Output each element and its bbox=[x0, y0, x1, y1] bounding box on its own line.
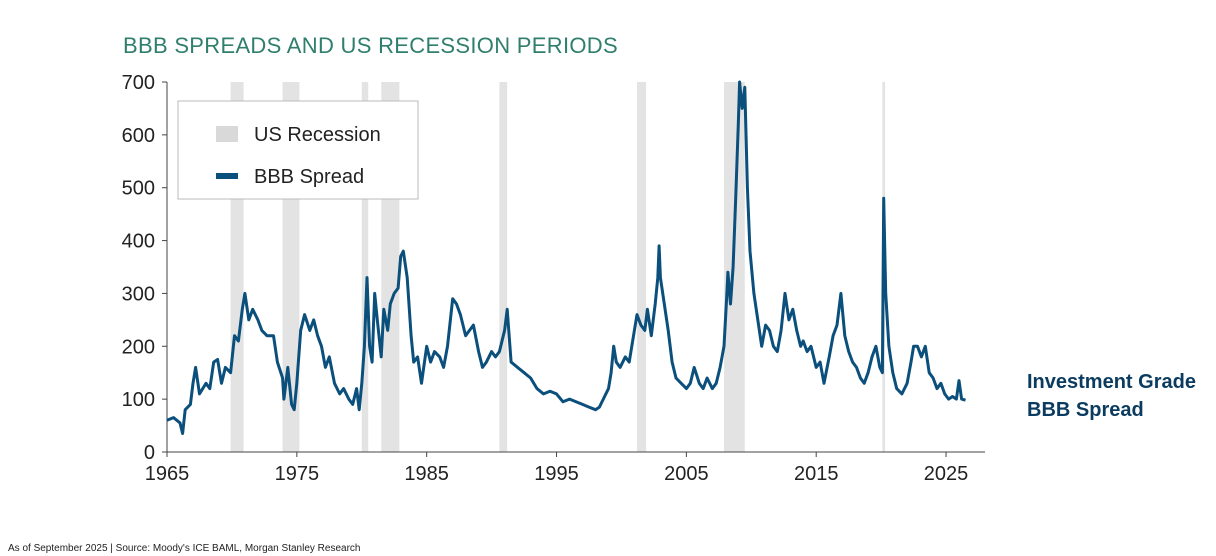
series-line-bbb-spread bbox=[166, 80, 966, 435]
source-note: As of September 2025 | Source: Moody's I… bbox=[8, 543, 361, 554]
x-tick-label-2025: 2025 bbox=[924, 463, 969, 485]
y-tick-label-500: 500 bbox=[122, 178, 155, 200]
legend-swatch-bbb-spread bbox=[216, 173, 238, 179]
series-layer bbox=[166, 80, 966, 435]
series-annotation-line-1: Investment Grade bbox=[1027, 371, 1196, 393]
x-tick-label-1965: 1965 bbox=[145, 463, 190, 485]
y-tick-label-600: 600 bbox=[122, 125, 155, 147]
y-tick-label-200: 200 bbox=[122, 336, 155, 358]
x-tick-label-1975: 1975 bbox=[275, 463, 320, 485]
legend-swatch-us-recession bbox=[216, 126, 238, 142]
recession-band-5 bbox=[499, 82, 508, 452]
series-annotation-line-2: BBB Spread bbox=[1027, 399, 1144, 421]
legend-label-us-recession: US Recession bbox=[254, 124, 381, 146]
x-tick-label-1985: 1985 bbox=[404, 463, 449, 485]
recession-band-3 bbox=[361, 82, 369, 452]
y-tick-label-300: 300 bbox=[122, 283, 155, 305]
x-tick-label-2015: 2015 bbox=[794, 463, 839, 485]
axes: 0 100 200 300 400 500 600 700 1965 1975 1985 1995 20… bbox=[122, 72, 985, 485]
x-tick-label-2005: 2005 bbox=[664, 463, 709, 485]
y-tick-label-400: 400 bbox=[122, 231, 155, 253]
y-tick-label-0: 0 bbox=[144, 442, 155, 464]
recession-band-6 bbox=[637, 82, 647, 452]
chart-title: BBB SPREADS AND US RECESSION PERIODS bbox=[123, 33, 618, 58]
y-tick-label-700: 700 bbox=[122, 72, 155, 94]
legend-box bbox=[177, 100, 419, 200]
legend: US Recession BBB Spread bbox=[177, 100, 419, 200]
series-annotation: Investment Grade BBB Spread bbox=[1027, 368, 1196, 424]
y-tick-label-100: 100 bbox=[122, 389, 155, 411]
x-tick-label-1995: 1995 bbox=[534, 463, 579, 485]
legend-label-bbb-spread: BBB Spread bbox=[254, 166, 364, 188]
